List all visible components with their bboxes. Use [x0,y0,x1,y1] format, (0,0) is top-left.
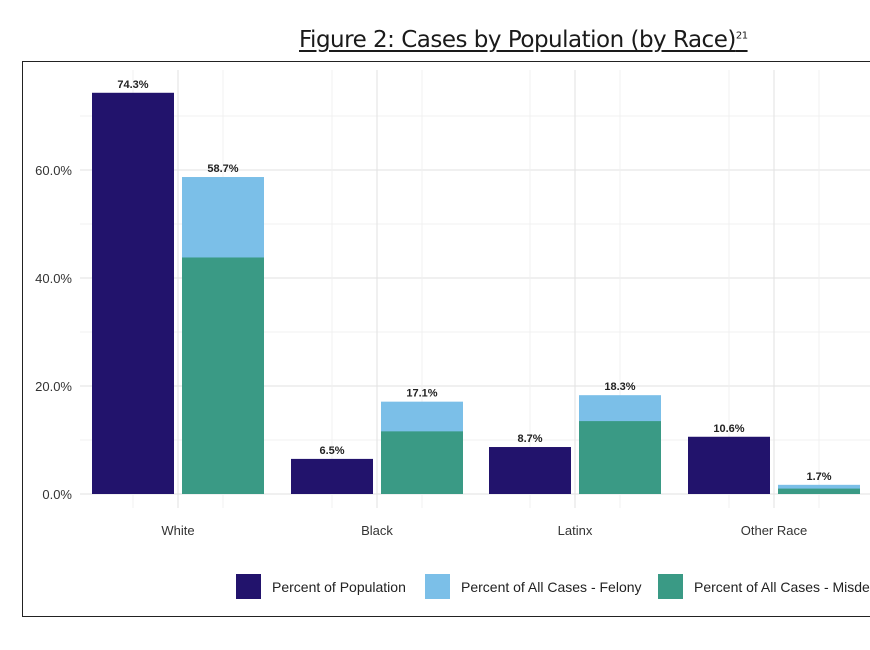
chart-frame [22,61,870,617]
data-label-population: 10.6% [713,423,744,435]
data-label-population: 8.7% [517,433,542,445]
chart-title: Figure 2: Cases by Population (by Race)2… [299,27,748,53]
x-tick-label: White [161,523,194,538]
data-label-population: 74.3% [117,79,148,91]
legend-label: Percent of All Cases - Felony [461,579,642,595]
y-tick-label: 40.0% [35,271,72,286]
legend-label: Percent of Population [272,579,406,595]
data-label-population: 6.5% [319,445,344,457]
bar-misdemeanor [381,431,463,494]
bar-population [291,458,373,494]
x-tick-label: Latinx [558,523,593,538]
y-tick-label: 20.0% [35,379,72,394]
y-tick-label: 60.0% [35,163,72,178]
legend-swatch [658,574,683,599]
bar-population [688,436,770,494]
legend-swatch [236,574,261,599]
data-label-cases: 58.7% [207,163,238,175]
y-tick-label: 0.0% [42,487,72,502]
data-label-cases: 17.1% [406,388,437,400]
footnote-marker: 21 [735,30,748,42]
bar-misdemeanor [778,488,860,494]
x-tick-label: Black [361,523,393,538]
data-label-cases: 18.3% [604,381,635,393]
bar-misdemeanor [579,421,661,494]
bar-misdemeanor [182,257,264,494]
x-tick-label: Other Race [741,523,807,538]
legend-label: Percent of All Cases - Misde [694,579,870,595]
data-label-cases: 1.7% [806,471,831,483]
legend-swatch [425,574,450,599]
bar-population [489,447,571,494]
bar-population [92,92,174,494]
